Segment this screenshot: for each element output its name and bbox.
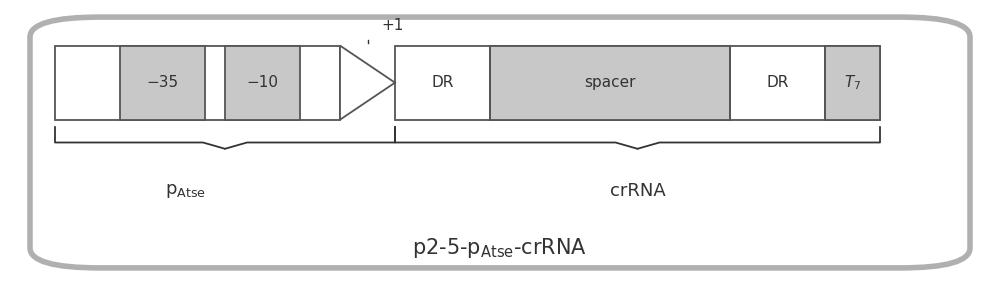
Polygon shape (340, 46, 395, 120)
Bar (55, 46, 340, 120)
Text: −35: −35 (146, 75, 179, 90)
Bar (395, 46, 880, 120)
Text: +1: +1 (382, 18, 404, 33)
Text: $T_7$: $T_7$ (844, 73, 861, 92)
Text: $\mathrm{p2\text{-}5\text{-}p_{Atse}\text{-}crRNA}$: $\mathrm{p2\text{-}5\text{-}p_{Atse}\tex… (412, 236, 588, 260)
Text: spacer: spacer (584, 75, 636, 90)
Bar (490, 46, 730, 120)
Text: DR: DR (431, 75, 454, 90)
Text: DR: DR (766, 75, 789, 90)
Bar (225, 46, 300, 120)
Bar (825, 46, 880, 120)
Text: $\mathrm{p_{Atse}}$: $\mathrm{p_{Atse}}$ (165, 182, 205, 200)
Bar (120, 46, 205, 120)
Text: −10: −10 (246, 75, 278, 90)
FancyBboxPatch shape (30, 17, 970, 268)
Text: crRNA: crRNA (610, 182, 666, 200)
